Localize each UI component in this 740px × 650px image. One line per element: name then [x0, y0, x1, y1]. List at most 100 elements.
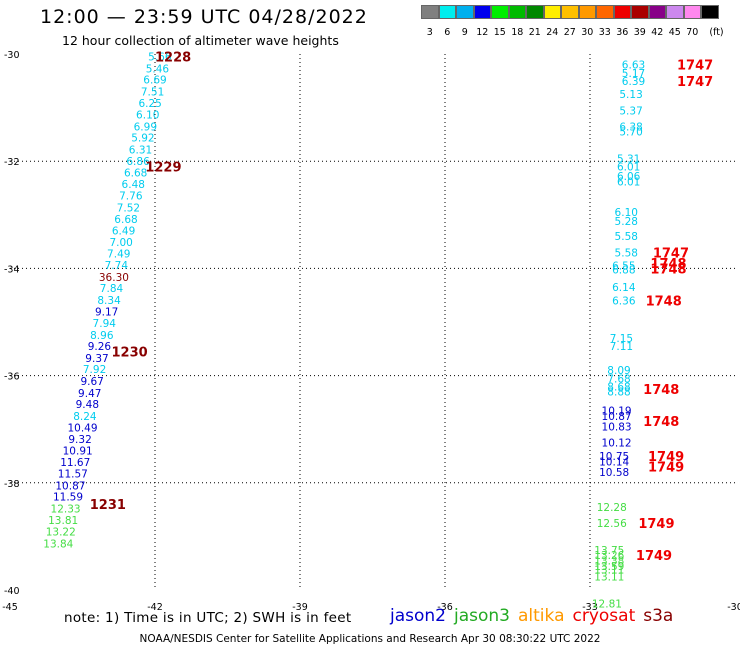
satellite-legend-jason2: jason2: [390, 606, 446, 626]
colorbar-tick-label: 70: [686, 27, 699, 38]
colorbar-tick-label: 3: [426, 27, 433, 38]
swh-label: 36.30: [99, 272, 129, 284]
colorbar-swatch: [438, 5, 456, 19]
swh-label: 7.52: [117, 202, 140, 214]
swh-label: 13.84: [43, 538, 73, 550]
swh-label: 9.26: [88, 341, 112, 353]
swh-label: 6.10: [615, 207, 638, 219]
colorbar-tick-label: 36: [616, 27, 629, 38]
swh-label: 10.49: [67, 423, 97, 435]
time-label: 1749: [636, 549, 672, 564]
swh-label: 7.74: [105, 260, 129, 272]
swh-label: 6.31: [129, 144, 152, 156]
chart-subtitle: 12 hour collection of altimeter wave hei…: [62, 33, 339, 48]
swh-label: 6.39: [622, 76, 645, 88]
swh-label: 5.46: [146, 63, 170, 75]
swh-label: 6.01: [617, 177, 640, 189]
x-tick-label: -30: [727, 602, 740, 613]
swh-label: 13.75: [594, 545, 624, 557]
swh-label: 7.94: [93, 318, 117, 330]
satellite-legend-cryosat: cryosat: [572, 606, 636, 626]
swh-label: 13.22: [46, 527, 76, 539]
swh-label: 12.81: [592, 598, 622, 610]
swh-label: 8.34: [97, 295, 121, 307]
swh-label: 7.15: [610, 333, 633, 345]
x-tick-label: -33: [582, 602, 598, 613]
swh-label: 6.25: [138, 98, 161, 110]
satellite-legend-altika: altika: [518, 606, 565, 626]
colorbar-swatch: [578, 5, 596, 19]
colorbar-swatch: [508, 5, 526, 19]
swh-label: 6.48: [122, 179, 145, 191]
colorbar-swatch: [491, 5, 509, 19]
swh-label: 12.56: [597, 518, 627, 530]
swh-label: 9.17: [95, 306, 118, 318]
swh-label: 13.11: [594, 565, 624, 577]
time-label: 1749: [638, 517, 674, 532]
colorbar-swatch: [526, 5, 544, 19]
time-label: 1230: [112, 345, 148, 360]
time-label: 1747: [653, 246, 689, 261]
swh-label: 10.75: [599, 451, 629, 463]
swh-label: 5.37: [619, 105, 642, 117]
colorbar-tick-label: 33: [598, 27, 611, 38]
time-label: 1749: [648, 461, 684, 476]
swh-label: 7.76: [119, 191, 143, 203]
swh-label: 8.68: [607, 381, 630, 393]
swh-label: 10.19: [602, 405, 632, 417]
colorbar-swatch: [473, 5, 491, 19]
colorbar-tick-label: 39: [633, 27, 646, 38]
colorbar-tick-label: 27: [563, 27, 576, 38]
swh-label: 5.31: [617, 154, 640, 166]
time-label: 1748: [646, 295, 682, 310]
swh-label: 7.84: [100, 283, 124, 295]
swh-label: 13.38: [594, 556, 624, 568]
y-tick-label: -36: [4, 372, 20, 383]
swh-label: 10.83: [602, 422, 632, 434]
colorbar-tick-label: 42: [651, 27, 664, 38]
time-label: 1748: [650, 257, 686, 272]
colorbar-swatch: [543, 5, 561, 19]
swh-label: 6.68: [124, 167, 147, 179]
colorbar-swatch: [561, 5, 579, 19]
colorbar-swatch: [683, 5, 701, 19]
colorbar-swatch: [631, 5, 649, 19]
colorbar-tick-label: 15: [493, 27, 506, 38]
colorbar-swatch: [596, 5, 614, 19]
swh-label: 6.63: [622, 60, 645, 72]
swh-label: 10.87: [55, 480, 85, 492]
swh-label: 7.92: [83, 364, 106, 376]
colorbar-swatch: [421, 5, 439, 19]
colorbar-tick-label: 9: [461, 27, 468, 38]
colorbar-tick-label: 45: [668, 27, 681, 38]
time-label: 1748: [643, 415, 679, 430]
time-label: 1747: [677, 59, 713, 74]
y-tick-label: -34: [4, 264, 20, 275]
swh-label: 11.59: [53, 492, 83, 504]
colorbar-unit: (ft): [709, 27, 724, 38]
swh-label: 6.01: [617, 162, 640, 174]
swh-label: 13.59: [594, 561, 624, 573]
swh-label: 7.49: [107, 248, 130, 260]
y-tick-label: -40: [4, 586, 20, 597]
swh-label: 5.17: [622, 68, 645, 80]
swh-label: 5.66: [148, 52, 172, 64]
swh-label: 6.69: [143, 75, 166, 87]
swh-label: 5.28: [615, 216, 638, 228]
footnote: note: 1) Time is in UTC; 2) SWH is in fe…: [64, 610, 352, 626]
swh-label: 7.68: [607, 373, 630, 385]
swh-label: 6.88: [612, 264, 635, 276]
swh-label: 11.57: [58, 469, 88, 481]
satellite-legend: jason2 jason3 altika cryosat s3a: [390, 606, 681, 626]
colorbar-tick-label: 30: [581, 27, 594, 38]
satellite-legend-s3a: s3a: [643, 606, 674, 626]
swh-label: 10.12: [602, 438, 632, 450]
swh-label: 13.81: [48, 515, 78, 527]
swh-label: 10.58: [599, 467, 629, 479]
colorbar-tick-label: 12: [476, 27, 489, 38]
colorbar-swatch: [701, 5, 719, 19]
colorbar-swatch: [456, 5, 474, 19]
swh-label: 9.32: [68, 434, 91, 446]
time-label: 1229: [145, 161, 181, 176]
